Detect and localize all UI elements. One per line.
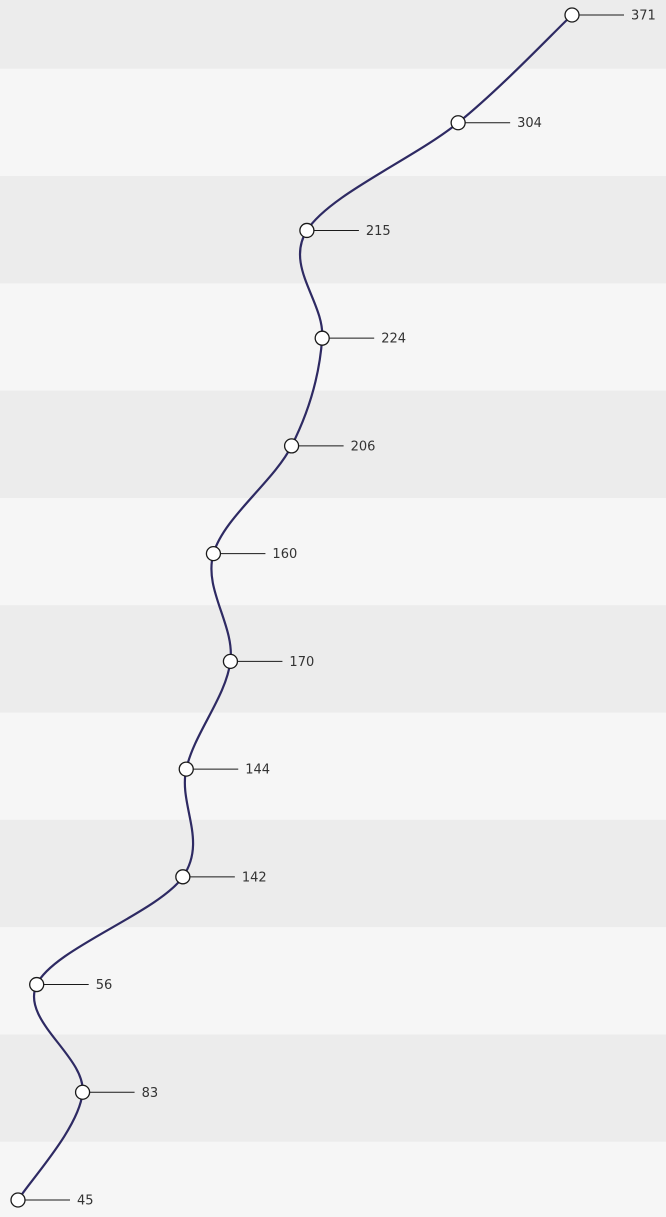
background-band — [0, 68, 666, 177]
data-point — [29, 976, 45, 993]
data-label: 144 — [245, 763, 270, 778]
data-point — [299, 222, 315, 239]
background-band — [0, 1034, 666, 1142]
background-band — [0, 605, 666, 713]
data-points — [10, 7, 580, 1208]
data-point — [564, 7, 580, 23]
data-point — [74, 1084, 91, 1100]
data-label: 224 — [381, 332, 406, 347]
background-band — [0, 712, 666, 820]
series-line — [17, 14, 573, 1201]
data-label: 170 — [289, 655, 314, 670]
data-point — [222, 653, 239, 670]
data-labels: 371 304 215 224 206 160 170 144 142 56 83 45 — [77, 9, 656, 1209]
data-label: 142 — [242, 870, 267, 885]
data-label: 160 — [272, 547, 297, 562]
background-band — [0, 390, 666, 498]
background-band — [0, 176, 666, 284]
data-label: 83 — [142, 1086, 159, 1101]
background-band — [0, 0, 666, 69]
data-label: 56 — [96, 978, 113, 993]
data-point — [205, 545, 222, 562]
background-band — [0, 498, 666, 606]
data-label: 215 — [366, 224, 391, 239]
data-point — [178, 761, 194, 777]
background-band — [0, 283, 666, 391]
data-point — [314, 330, 330, 346]
data-label: 45 — [77, 1194, 94, 1209]
background-band — [0, 927, 666, 1035]
data-point — [175, 869, 191, 885]
background-band — [0, 1141, 666, 1217]
data-label: 206 — [351, 439, 376, 454]
data-label: 371 — [631, 9, 656, 24]
data-point — [283, 438, 300, 454]
data-point — [10, 1192, 26, 1208]
data-label: 304 — [517, 116, 542, 131]
label-leaders — [18, 14, 624, 1201]
data-point — [450, 115, 466, 131]
background-band — [0, 819, 666, 928]
